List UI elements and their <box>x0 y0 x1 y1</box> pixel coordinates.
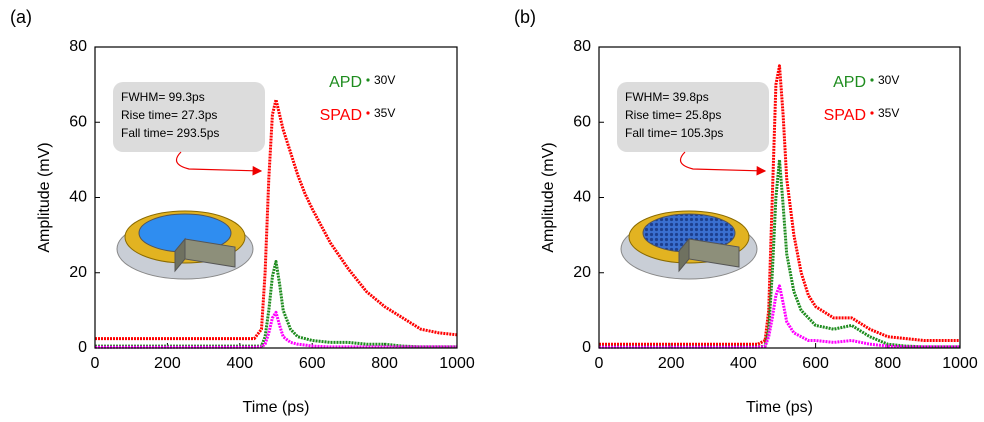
x-tick-label: 0 <box>91 355 100 372</box>
x-tick-label: 1000 <box>942 355 978 372</box>
y-tick-label: 0 <box>78 339 87 356</box>
legend-marker <box>366 78 370 82</box>
device-inset <box>116 210 254 280</box>
legend-voltage: 35V <box>374 106 395 120</box>
trace <box>599 64 960 346</box>
x-axis-label: Time (ps) <box>746 399 813 416</box>
y-tick-label: 40 <box>69 189 87 206</box>
x-tick-label: 200 <box>658 355 685 372</box>
x-tick-label: 400 <box>226 355 253 372</box>
annotation-line: Rise time= 25.8ps <box>625 108 721 122</box>
device-cut-face <box>678 237 690 273</box>
legend-voltage: 30V <box>878 73 899 87</box>
x-tick-label: 1000 <box>439 355 475 372</box>
x-tick-label: 400 <box>730 355 757 372</box>
plot-frame <box>598 46 961 349</box>
device-inset <box>620 210 758 280</box>
y-tick-label: 60 <box>69 113 87 130</box>
annotation-arrow <box>679 151 767 176</box>
annotation-box <box>617 82 769 152</box>
y-axis-label: Amplitude (mV) <box>540 142 557 252</box>
trace <box>95 310 457 349</box>
y-tick-label: 20 <box>69 264 87 281</box>
annotation-box <box>113 82 265 152</box>
x-tick-label: 800 <box>371 355 398 372</box>
trace <box>95 98 458 341</box>
x-axis-label: Time (ps) <box>243 399 310 416</box>
legend-marker <box>366 111 370 115</box>
annotation-line: FWHM= 39.8ps <box>625 90 709 104</box>
y-tick-label: 20 <box>573 264 591 281</box>
x-tick-label: 600 <box>299 355 326 372</box>
y-tick-label: 80 <box>573 38 591 55</box>
legend-voltage: 35V <box>878 106 899 120</box>
legend-voltage: 30V <box>374 73 395 87</box>
annotation-line: Fall time= 105.3ps <box>625 126 723 140</box>
legend-label: APD <box>329 74 362 91</box>
legend-marker <box>870 78 874 82</box>
y-tick-label: 0 <box>582 339 591 356</box>
x-tick-label: 600 <box>802 355 829 372</box>
legend-label: APD <box>833 74 866 91</box>
x-tick-label: 200 <box>154 355 181 372</box>
legend-marker <box>870 111 874 115</box>
annotation-line: FWHM= 99.3ps <box>121 90 205 104</box>
x-tick-label: 0 <box>595 355 604 372</box>
x-tick-label: 800 <box>874 355 901 372</box>
device-cut-face <box>174 237 186 273</box>
y-tick-label: 40 <box>573 189 591 206</box>
plot-frame <box>94 46 458 349</box>
annotation-line: Rise time= 27.3ps <box>121 108 217 122</box>
panel-label: (b) <box>514 7 536 27</box>
panel-label: (a) <box>10 7 32 27</box>
legend-label: SPAD <box>320 107 362 124</box>
trace <box>599 284 960 349</box>
y-axis-label: Amplitude (mV) <box>36 142 53 252</box>
y-tick-label: 60 <box>573 113 591 130</box>
annotation-arrow <box>175 151 263 176</box>
legend-label: SPAD <box>824 107 866 124</box>
y-tick-label: 80 <box>69 38 87 55</box>
annotation-line: Fall time= 293.5ps <box>121 126 219 140</box>
